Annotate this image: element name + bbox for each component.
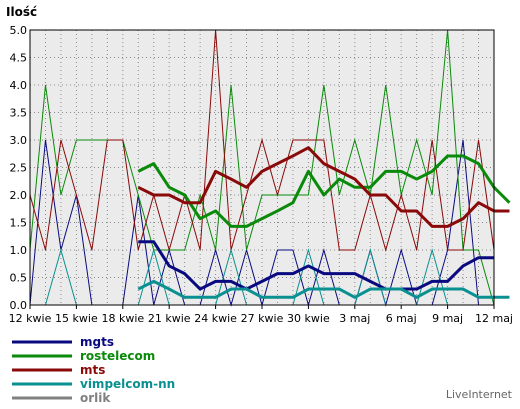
x-tick-label: 18 kwie	[101, 312, 144, 325]
y-tick-label: 3.5	[10, 107, 28, 120]
x-tick-label: 21 kwie	[148, 312, 191, 325]
series-mgts-average-line	[138, 240, 494, 291]
y-tick-label: 3.0	[10, 134, 28, 147]
y-tick-label: 0.5	[10, 272, 28, 285]
legend-label-orlik: orlik	[80, 391, 111, 405]
series-rostelecom-average-line	[137, 154, 511, 228]
y-tick-label: 5.0	[10, 24, 28, 37]
y-axis-title: Ilość	[6, 5, 37, 19]
x-tick-label: 6 maj	[386, 312, 417, 325]
y-tick-label: 0.0	[10, 299, 28, 312]
y-tick-label: 1.0	[10, 244, 28, 257]
y-tick-label: 4.0	[10, 79, 28, 92]
footer-brand: LiveInternet	[446, 388, 513, 401]
x-tick-label: 24 kwie	[194, 312, 237, 325]
x-tick-label: 12 maj	[475, 312, 513, 325]
legend-label-mgts: mgts	[80, 335, 114, 349]
x-tick-label: 9 maj	[432, 312, 463, 325]
x-tick-label: 12 kwie	[9, 312, 52, 325]
x-tick-label: 3 maj	[339, 312, 370, 325]
x-tick-label: 27 kwie	[241, 312, 284, 325]
x-tick-label: 30 kwie	[287, 312, 330, 325]
series-vimpelcom-nn-average-line	[137, 279, 510, 299]
y-tick-label: 1.5	[10, 217, 28, 230]
legend-label-rostelecom: rostelecom	[80, 349, 155, 363]
plot-frame	[29, 29, 495, 306]
y-tick-label: 2.0	[10, 189, 28, 202]
x-tick-label: 15 kwie	[55, 312, 98, 325]
legend-label-mts: mts	[80, 363, 105, 377]
y-tick-label: 4.5	[10, 52, 28, 65]
series-mts-daily-line	[29, 29, 495, 252]
series-mts-average-line	[137, 146, 510, 228]
legend-label-vimpelcom-nn: vimpelcom-nn	[80, 377, 175, 391]
y-tick-label: 2.5	[10, 162, 28, 175]
